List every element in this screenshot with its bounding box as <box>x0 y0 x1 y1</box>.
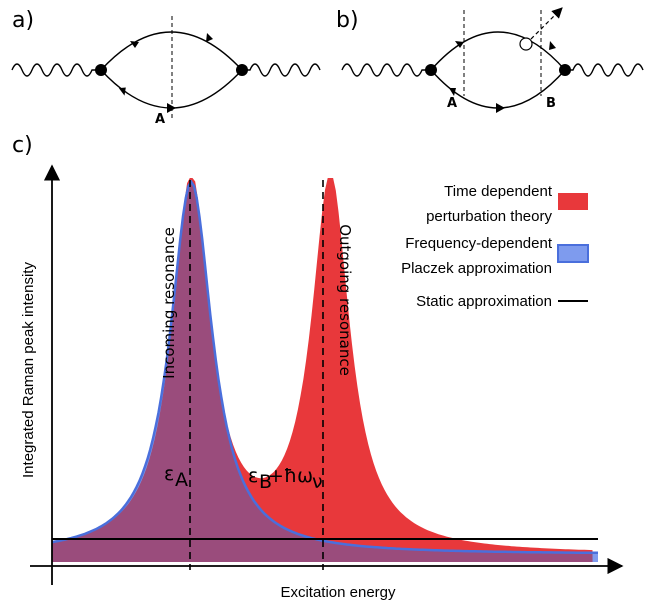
svg-text:B: B <box>259 471 272 493</box>
chart-area <box>51 178 598 570</box>
y-axis-label: Integrated Raman peak intensity <box>20 262 37 478</box>
incoming-resonance-label: Incoming resonance <box>160 227 178 379</box>
x-axis-label: Excitation energy <box>280 584 396 601</box>
cut-label-b-left: A <box>447 96 457 111</box>
cut-label-b-right: B <box>546 96 556 111</box>
legend-label-time-dependent-2: perturbation theory <box>426 208 552 225</box>
legend: Time dependent perturbation theory Frequ… <box>401 183 589 310</box>
svg-text:ν: ν <box>312 471 323 493</box>
legend-swatch-placzek <box>557 244 589 263</box>
arrows-b <box>449 41 556 113</box>
feynman-diagram-a <box>11 16 321 120</box>
svg-text:+ħω: +ħω <box>268 465 313 487</box>
vertex-a-right <box>236 64 248 76</box>
svg-text:A: A <box>175 469 188 491</box>
fermion-upper-b <box>430 31 566 71</box>
feynman-diagram-b <box>341 7 644 109</box>
vertex-a-left <box>95 64 107 76</box>
cut-label-a: A <box>155 112 165 127</box>
legend-label-placzek-2: Placzek approximation <box>401 260 552 277</box>
eps-a-label: ε A <box>164 463 188 491</box>
photon-line-right <box>242 63 321 77</box>
legend-label-placzek-1: Frequency-dependent <box>405 235 553 252</box>
svg-text:ε: ε <box>248 465 258 487</box>
eps-b-label: ε B +ħω ν <box>248 465 323 493</box>
arrows-a <box>118 33 213 113</box>
phonon-line <box>525 7 563 45</box>
photon-line-left <box>11 63 102 77</box>
panel-label-c: c) <box>12 133 33 158</box>
panel-label-b: b) <box>336 8 359 33</box>
legend-label-time-dependent-1: Time dependent <box>444 183 553 200</box>
panel-label-a: a) <box>12 8 34 33</box>
svg-text:ε: ε <box>164 463 174 485</box>
legend-label-static: Static approximation <box>416 293 552 310</box>
photon-line-right-b <box>565 63 644 77</box>
legend-swatch-time-dependent <box>558 193 588 210</box>
series-overlap-region <box>52 182 593 563</box>
outgoing-resonance-label: Outgoing resonance <box>336 224 354 376</box>
vertex-b-left <box>425 64 437 76</box>
photon-line-left-b <box>341 63 432 77</box>
vertex-b-right <box>559 64 571 76</box>
phonon-vertex <box>519 37 533 51</box>
fermion-upper <box>100 31 243 71</box>
series-line-placzek <box>51 179 598 555</box>
